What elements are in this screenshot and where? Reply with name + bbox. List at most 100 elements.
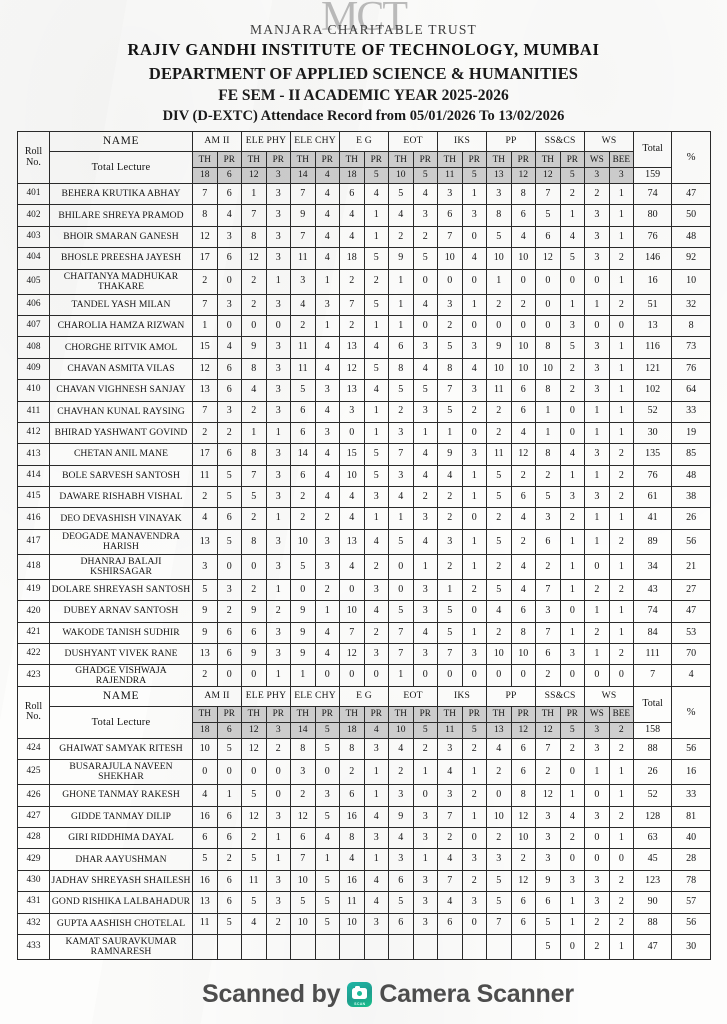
cell-total: 128 xyxy=(633,805,673,828)
subject-header-e-g: E G xyxy=(339,685,390,707)
cell-attendance-value: 3 xyxy=(265,643,292,666)
institute-name: RAJIV GANDHI INSTITUTE OF TECHNOLOGY, MU… xyxy=(127,40,600,59)
cell-attendance-value: 5 xyxy=(486,869,512,893)
cell-attendance-value: 13 xyxy=(192,379,218,402)
grand-total-lectures: 159 xyxy=(633,167,673,184)
cell-attendance-value: 3 xyxy=(412,578,439,602)
cell-attendance-value: 2 xyxy=(461,578,488,602)
cell-student-name: BUSARAJULA NAVEEN SHEKHAR xyxy=(49,759,193,786)
cell-attendance-value: 1 xyxy=(608,268,635,295)
table-header-row-groups: Roll No. NAME AM II ELE PHY ELE CHY E G EOT IKS P… xyxy=(17,131,712,184)
cell-attendance-value: 4 xyxy=(559,225,586,249)
cell-attendance-value: 2 xyxy=(290,314,316,338)
cell-attendance-value: 0 xyxy=(584,553,610,580)
cell-attendance-value: 16 xyxy=(339,805,365,828)
cell-roll-no: 413 xyxy=(17,443,50,466)
cell-attendance-value: 5 xyxy=(314,869,341,893)
cell-attendance-value: 2 xyxy=(241,400,267,423)
cell-attendance-value: 2 xyxy=(608,578,635,602)
table-total-lecture-row: 18 6 12 3 14 5 18 4 10 5 11 5 13 12 12 5 3 2 158 xyxy=(18,721,711,739)
cell-attendance-value: 3 xyxy=(192,553,218,580)
cell-student-name: DUBEY ARNAV SANTOSH xyxy=(49,600,193,623)
cell-attendance-value: 6 xyxy=(216,621,242,645)
cell-attendance-value: 1 xyxy=(608,784,635,807)
cell-attendance-value: 5 xyxy=(192,578,218,602)
cell-attendance-value: 2 xyxy=(608,293,635,316)
subject-header-ws: WS xyxy=(584,131,635,152)
cell-attendance-value: 2 xyxy=(608,528,635,555)
cell-student-name: BHIRAD YASHWANT GOVIND xyxy=(49,421,193,445)
subcol-header: TH xyxy=(192,705,218,723)
cell-attendance-value: 2 xyxy=(559,826,586,850)
table-row: 421 WAKODE TANISH SUDHIR 9 6 6 3 9 4 7 2 7 4 5 1 2 8 7 1 2… xyxy=(17,621,712,645)
cell-attendance-value: 4 xyxy=(486,600,512,623)
cell-roll-no: 426 xyxy=(17,784,50,807)
cell-attendance-value xyxy=(192,933,218,960)
cell-student-name: DOLARE SHREYASH SANTOSH xyxy=(49,578,193,602)
cell-percent: 47 xyxy=(671,600,712,623)
cell-attendance-value: 1 xyxy=(461,759,488,786)
cell-attendance-value: 0 xyxy=(241,553,267,580)
cell-attendance-value: 6 xyxy=(510,486,537,509)
cell-attendance-value: 0 xyxy=(559,933,586,960)
cell-attendance-value: 5 xyxy=(437,600,463,623)
subcol-header: BEE xyxy=(608,151,635,168)
cell-total: 135 xyxy=(633,443,673,466)
cell-attendance-value: 11 xyxy=(486,379,512,402)
cell-attendance-value: 1 xyxy=(290,664,316,687)
cell-percent: 56 xyxy=(671,737,712,761)
cell-attendance-value: 0 xyxy=(559,759,586,786)
table-row: 422 DUSHYANT VIVEK RANE 13 6 9 3 9 4 12 3 7 3 7 3 10 10… xyxy=(17,643,712,666)
total-lecture-count: 3 xyxy=(608,167,635,184)
cell-attendance-value: 3 xyxy=(461,443,488,466)
cell-attendance-value: 4 xyxy=(510,507,537,530)
total-lecture-count: 12 xyxy=(241,167,267,184)
cell-attendance-value: 6 xyxy=(510,379,537,402)
cell-attendance-value: 0 xyxy=(461,826,488,850)
cell-attendance-value: 1 xyxy=(265,507,292,530)
cell-attendance-value: 3 xyxy=(265,891,292,914)
cell-percent: 27 xyxy=(671,578,712,602)
subject-header-eot: EOT xyxy=(388,131,439,152)
cell-attendance-value: 3 xyxy=(535,600,561,623)
cell-attendance-value: 1 xyxy=(363,759,390,786)
cell-attendance-value: 9 xyxy=(388,247,414,270)
cell-attendance-value: 4 xyxy=(314,464,341,488)
cell-attendance-value: 3 xyxy=(559,486,586,509)
total-lecture-count: 18 xyxy=(339,721,365,739)
cell-attendance-value: 3 xyxy=(461,379,488,402)
cell-attendance-value: 0 xyxy=(486,664,512,687)
cell-attendance-value: 4 xyxy=(241,379,267,402)
cell-attendance-value: 4 xyxy=(363,600,390,623)
cell-attendance-value: 2 xyxy=(559,379,586,402)
cell-attendance-value: 1 xyxy=(388,268,414,295)
cell-attendance-value: 10 xyxy=(535,357,561,381)
subcol-header: PR xyxy=(363,151,390,168)
cell-attendance-value: 0 xyxy=(290,578,316,602)
cell-total: 74 xyxy=(633,600,673,623)
cell-attendance-value: 3 xyxy=(363,578,390,602)
cell-attendance-value: 0 xyxy=(608,664,635,687)
cell-attendance-value: 5 xyxy=(437,336,463,359)
cell-attendance-value xyxy=(461,933,488,960)
cell-attendance-value: 2 xyxy=(290,507,316,530)
cell-attendance-value: 10 xyxy=(290,528,316,555)
cell-attendance-value: 1 xyxy=(461,621,488,645)
cell-attendance-value: 1 xyxy=(461,553,488,580)
cell-attendance-value: 5 xyxy=(388,528,414,555)
cell-attendance-value: 1 xyxy=(461,464,488,488)
cell-percent: 48 xyxy=(671,464,712,488)
cell-attendance-value: 5 xyxy=(388,379,414,402)
document-header: MCT MANJARA CHARITABLE TRUST RAJIV GANDH… xyxy=(0,0,727,125)
cell-attendance-value: 2 xyxy=(314,578,341,602)
cell-attendance-value: 3 xyxy=(461,336,488,359)
cell-attendance-value: 4 xyxy=(437,891,463,914)
cell-attendance-value: 2 xyxy=(559,357,586,381)
cell-attendance-value: 0 xyxy=(437,268,463,295)
cell-total: 26 xyxy=(633,759,673,786)
cell-attendance-value: 15 xyxy=(339,443,365,466)
cell-attendance-value: 3 xyxy=(584,247,610,270)
cell-attendance-value: 13 xyxy=(192,643,218,666)
cell-roll-no: 401 xyxy=(17,182,50,206)
cell-attendance-value: 3 xyxy=(290,268,316,295)
